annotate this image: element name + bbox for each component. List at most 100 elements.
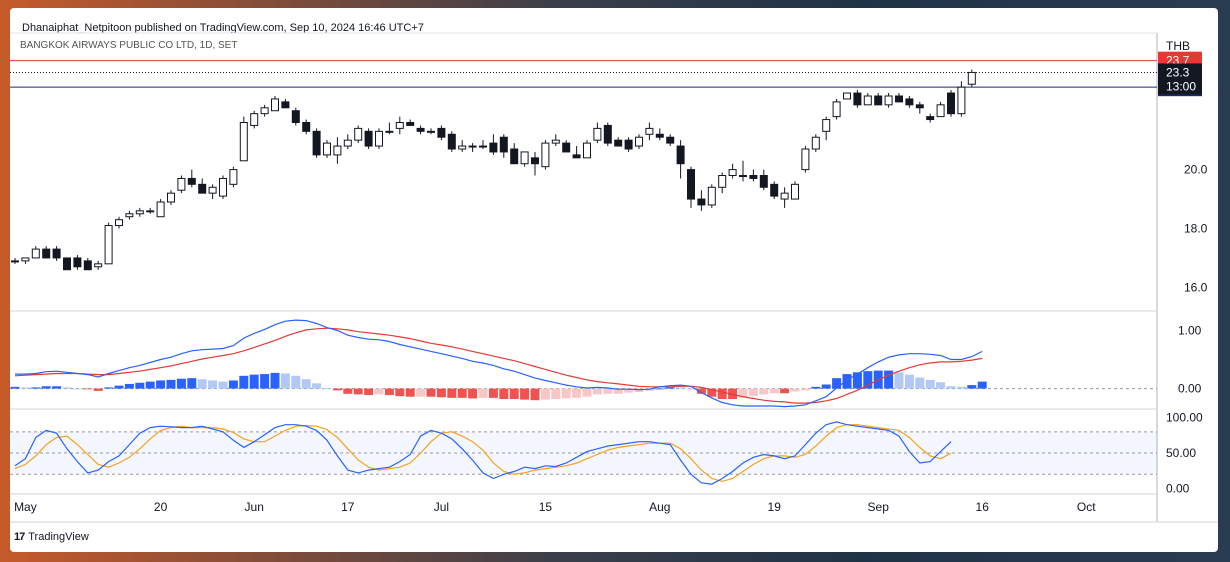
candle-body bbox=[551, 139, 560, 144]
candle-body bbox=[811, 136, 820, 150]
candle-body bbox=[135, 210, 144, 215]
macd-histogram-bar bbox=[249, 374, 259, 389]
macd-histogram-bar bbox=[925, 379, 935, 389]
candle-body bbox=[229, 169, 238, 185]
candle-body bbox=[874, 95, 883, 106]
candle-body bbox=[281, 101, 290, 109]
stoch-k-line bbox=[14, 421, 952, 485]
candle-body bbox=[520, 151, 529, 165]
candle-body bbox=[312, 130, 321, 156]
macd-histogram-bar bbox=[655, 388, 665, 390]
macd-histogram-bar bbox=[884, 370, 894, 389]
candle-body bbox=[853, 92, 862, 106]
macd-histogram-bar bbox=[540, 388, 550, 400]
last-price-tag-bg bbox=[1158, 63, 1202, 95]
stoch-tick-label: 100.00 bbox=[1166, 411, 1203, 425]
candle-body bbox=[63, 257, 71, 271]
macd-histogram-bar bbox=[166, 379, 176, 389]
stoch-tick-label: 50.00 bbox=[1166, 446, 1196, 460]
countdown-label: 13:00 bbox=[1166, 79, 1196, 93]
candle-body bbox=[510, 148, 519, 165]
price-tick-label: 16.0 bbox=[1184, 280, 1208, 294]
macd-histogram-bar bbox=[551, 388, 561, 400]
macd-histogram-bar bbox=[176, 378, 186, 389]
macd-histogram-bar bbox=[416, 388, 426, 397]
macd-histogram-bar bbox=[436, 388, 446, 398]
time-tick-label: Jun bbox=[245, 500, 264, 514]
macd-histogram-bar bbox=[915, 377, 925, 389]
candle-body bbox=[895, 95, 903, 103]
macd-histogram-bar bbox=[301, 379, 311, 389]
chart-canvas[interactable]: May 20 Jun 17 Jul 15 Aug 19 Sep 16 Oct 16.0 18.0 20.… bbox=[10, 8, 1218, 552]
macd-histogram-bar bbox=[322, 388, 332, 389]
candle-body bbox=[635, 136, 643, 147]
candle-body bbox=[239, 122, 248, 162]
stoch-pane bbox=[10, 421, 1157, 485]
candle-body bbox=[291, 110, 300, 123]
candle-body bbox=[499, 136, 508, 153]
macd-histogram-bar bbox=[156, 380, 166, 389]
candle-body bbox=[624, 139, 633, 150]
macd-histogram-bar bbox=[707, 388, 717, 397]
candle-body bbox=[822, 119, 831, 132]
tradingview-logo-icon: 17 bbox=[14, 531, 25, 543]
macd-histogram-bar bbox=[852, 372, 862, 389]
candle-body bbox=[302, 122, 311, 132]
candle-body bbox=[343, 139, 352, 147]
macd-histogram-bar bbox=[696, 388, 706, 394]
candle-body bbox=[208, 186, 217, 194]
candle-body bbox=[645, 127, 654, 135]
macd-histogram-bar bbox=[280, 373, 290, 389]
chart-card: Dhanaiphat_Netpitoon published on Tradin… bbox=[10, 8, 1218, 552]
macd-histogram-bar bbox=[800, 388, 810, 391]
macd-histogram-bar bbox=[104, 387, 114, 389]
candle-body bbox=[926, 116, 935, 121]
macd-histogram-bar bbox=[832, 378, 842, 389]
macd-histogram-bar bbox=[395, 388, 405, 397]
candle-body bbox=[167, 192, 175, 203]
candle-body bbox=[385, 130, 394, 133]
candle-body bbox=[458, 145, 467, 150]
candle-body bbox=[31, 248, 40, 259]
candle-body bbox=[354, 127, 363, 141]
candle-body bbox=[707, 186, 716, 206]
macd-histogram-bar bbox=[572, 388, 582, 398]
candle-body bbox=[666, 136, 675, 144]
macd-histogram-bar bbox=[114, 385, 124, 389]
macd-histogram-bar bbox=[561, 388, 571, 399]
macd-histogram-bar bbox=[384, 388, 394, 395]
macd-histogram-bar bbox=[426, 388, 436, 397]
price-tick-label: 20.0 bbox=[1184, 163, 1208, 177]
macd-histogram-bar bbox=[603, 388, 613, 394]
candle-body bbox=[146, 210, 155, 213]
candle-body bbox=[198, 183, 207, 194]
candle-body bbox=[406, 122, 415, 126]
signal-line bbox=[14, 327, 983, 404]
price-axes[interactable]: 16.018.020.023.722.823.313:001.000.00100… bbox=[1158, 51, 1208, 496]
symbol-label: BANGKOK AIRWAYS PUBLIC CO LTD, 1D, SET bbox=[20, 40, 238, 51]
stoch-d-line bbox=[14, 424, 952, 483]
macd-histogram-bar bbox=[83, 388, 93, 390]
macd-histogram-bar bbox=[759, 388, 769, 395]
candle-body bbox=[780, 192, 789, 200]
macd-tick-label: 1.00 bbox=[1178, 324, 1202, 338]
candle-body bbox=[562, 142, 571, 153]
macd-histogram-bar bbox=[312, 383, 322, 389]
macd-histogram-bar bbox=[530, 388, 540, 401]
candle-body bbox=[260, 107, 269, 115]
time-tick-label: Jul bbox=[434, 500, 449, 514]
time-tick-label: 20 bbox=[154, 500, 168, 514]
macd-histogram-bar bbox=[624, 388, 634, 393]
candle-body bbox=[83, 260, 92, 271]
macd-histogram-bar bbox=[332, 388, 342, 391]
macd-histogram-bar bbox=[62, 387, 72, 389]
macd-histogram-bar bbox=[239, 375, 249, 389]
time-axis[interactable]: May 20 Jun 17 Jul 15 Aug 19 Sep 16 Oct bbox=[14, 500, 1096, 514]
macd-histogram-bar bbox=[686, 388, 696, 390]
candle-body bbox=[271, 98, 279, 112]
candle-body bbox=[832, 101, 841, 118]
candle-body bbox=[219, 177, 227, 197]
currency-label[interactable]: THB bbox=[1166, 39, 1190, 53]
macd-histogram-bar bbox=[457, 388, 467, 398]
macd-histogram-bar bbox=[936, 382, 946, 389]
